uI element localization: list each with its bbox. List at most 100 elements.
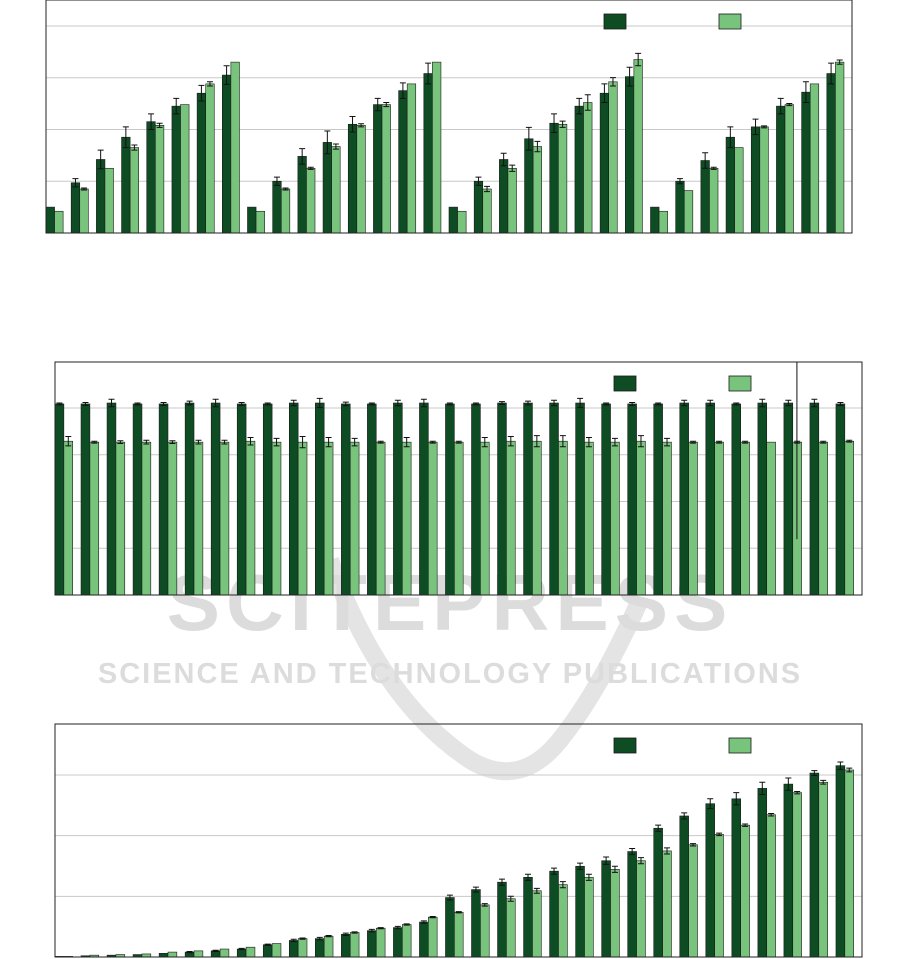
error-bar-series-1-28	[759, 781, 766, 796]
error-bar-series-1-17	[472, 886, 479, 893]
bar-series-2-31	[844, 769, 854, 958]
error-bar-series-1-15	[420, 398, 427, 408]
bar-series-1-11	[297, 156, 307, 234]
error-bar-series-2-25	[690, 440, 697, 444]
bar-series-2-13	[356, 125, 366, 234]
error-bar-series-1-24	[626, 66, 633, 87]
legend-swatch-series-2	[728, 375, 752, 392]
bar-series-2-5	[167, 951, 178, 958]
error-bar-series-1-22	[576, 97, 583, 115]
error-bar-series-2-26	[716, 832, 723, 837]
bar-series-2-13	[375, 927, 386, 958]
bar-series-1-16	[423, 73, 433, 234]
chart-3	[54, 723, 863, 958]
error-bar-series-1-21	[577, 397, 584, 409]
error-bar-series-2-22	[584, 94, 591, 111]
bar-series-1-9	[262, 944, 273, 958]
bar-series-2-9	[255, 210, 265, 234]
error-bar-series-2-4	[131, 144, 138, 151]
bar-series-2-28	[766, 814, 776, 958]
error-bar-series-1-3	[108, 398, 115, 408]
error-bar-series-1-19	[525, 400, 532, 406]
error-bar-series-1-18	[475, 176, 482, 186]
error-bar-series-1-13	[349, 116, 356, 133]
bar-series-1-26	[705, 402, 715, 596]
error-bar-series-2-27	[710, 166, 717, 170]
error-bar-series-1-2	[72, 178, 79, 188]
error-bar-series-2-20	[534, 140, 541, 153]
error-bar-series-2-23	[637, 435, 644, 448]
bar-series-1-14	[393, 402, 403, 596]
error-bar-series-1-6	[186, 950, 193, 954]
error-bar-series-1-23	[629, 402, 636, 406]
error-bar-series-2-5	[169, 440, 176, 445]
bar-series-2-4	[129, 147, 139, 234]
bar-series-1-26	[705, 803, 715, 958]
bar-series-1-25	[679, 815, 689, 958]
error-bar-series-2-19	[533, 435, 540, 448]
error-bar-series-1-32	[828, 62, 835, 85]
bar-series-1-28	[757, 402, 768, 596]
bar-series-1-4	[132, 403, 143, 596]
bar-series-2-11	[323, 441, 334, 596]
error-bar-series-1-1	[56, 402, 63, 406]
bar-series-1-11	[315, 938, 325, 958]
error-bar-series-2-27	[742, 440, 749, 444]
bar-series-1-2	[80, 403, 91, 596]
bar-series-2-18	[482, 188, 492, 234]
error-bar-series-1-4	[134, 402, 141, 406]
bar-series-1-9	[247, 206, 257, 234]
bar-series-1-8	[236, 403, 247, 596]
bar-series-1-28	[757, 788, 768, 958]
error-bar-series-1-21	[577, 862, 584, 870]
error-bar-series-1-28	[727, 126, 734, 149]
error-bar-series-2-16	[455, 911, 462, 914]
bar-series-1-30	[809, 402, 820, 596]
bar-series-1-4	[121, 136, 131, 234]
bar-series-2-14	[401, 924, 412, 958]
error-bar-series-1-24	[655, 824, 662, 832]
error-bar-series-2-19	[533, 887, 540, 894]
error-bar-series-2-30	[786, 103, 793, 107]
bar-series-2-30	[784, 104, 794, 234]
bar-series-1-15	[419, 402, 429, 596]
bar-series-2-9	[271, 441, 282, 596]
bar-series-2-28	[766, 441, 776, 596]
error-bar-series-1-20	[551, 867, 558, 875]
error-bar-series-1-7	[212, 398, 219, 408]
bar-series-1-23	[627, 403, 637, 596]
bar-series-2-7	[219, 441, 230, 596]
bar-series-2-2	[89, 441, 100, 596]
error-bar-series-1-22	[603, 856, 610, 865]
bar-series-1-27	[700, 160, 710, 234]
error-bar-series-1-18	[498, 401, 505, 405]
error-bar-series-1-30	[811, 398, 818, 408]
bar-series-2-20	[558, 440, 568, 596]
bar-series-2-11	[323, 935, 334, 958]
bar-series-1-5	[158, 953, 169, 958]
bar-series-2-18	[506, 898, 516, 958]
bar-series-1-10	[288, 940, 299, 958]
error-bar-series-2-22	[611, 865, 618, 873]
bar-series-1-19	[499, 159, 509, 234]
bar-series-2-26	[714, 834, 724, 958]
error-bar-series-1-27	[702, 152, 709, 169]
chart-2	[54, 361, 863, 596]
bar-series-1-21	[575, 402, 585, 596]
legend-swatch-series-2	[718, 13, 742, 30]
error-bar-series-2-23	[609, 77, 616, 87]
bar-series-1-24	[653, 827, 663, 958]
error-bar-series-2-17	[481, 436, 488, 448]
plot-frame	[54, 723, 863, 958]
bar-series-2-24	[662, 441, 672, 596]
bar-series-1-10	[288, 402, 299, 596]
bar-series-1-21	[575, 865, 585, 958]
bar-series-2-20	[558, 884, 568, 958]
error-bar-series-1-19	[525, 873, 532, 881]
bar-series-1-13	[347, 123, 358, 234]
bar-series-1-17	[471, 403, 481, 596]
legend-swatch-series-2	[728, 737, 752, 754]
bar-series-2-29	[792, 792, 802, 958]
error-bar-series-1-8	[238, 947, 245, 951]
error-bar-series-1-30	[777, 97, 784, 115]
